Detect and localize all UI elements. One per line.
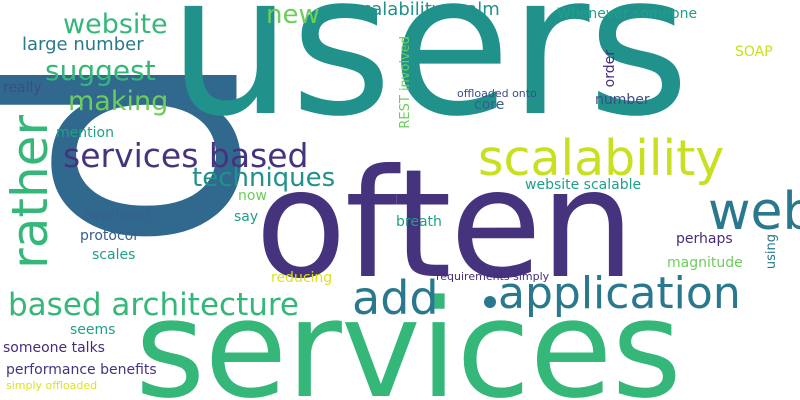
- word-suggest: suggest: [45, 54, 156, 87]
- word-rather: rather: [1, 115, 59, 269]
- word-say: say: [234, 209, 259, 225]
- word-add: add: [352, 271, 439, 325]
- word-techniques: techniques: [192, 163, 336, 193]
- word-large-number: large number: [22, 34, 144, 55]
- word-someone-talks: someone talks: [3, 340, 105, 356]
- word-rest-involved: REST involved: [398, 36, 413, 129]
- word-scalability: scalability: [478, 130, 725, 187]
- word-performance-benefits: performance benefits: [6, 362, 157, 378]
- word-application: application: [498, 268, 741, 319]
- word-really: really: [3, 80, 42, 96]
- word-services-based: services based: [63, 136, 309, 175]
- word-scales: scales: [92, 247, 136, 263]
- dot-mark: [484, 296, 496, 308]
- word-mention: mention: [56, 125, 114, 141]
- word-order: order: [602, 50, 618, 88]
- word-protocol: protocol: [80, 228, 138, 244]
- word-seems: seems: [70, 322, 116, 338]
- word-perhaps: perhaps: [676, 231, 733, 247]
- word-scalability-realm: scalability realm: [352, 0, 500, 20]
- word-magnitude: magnitude: [667, 255, 743, 271]
- word-website: website: [63, 9, 168, 40]
- word-requirements-simply: requirements simply: [436, 270, 550, 283]
- word-making: making: [68, 86, 169, 117]
- word-website-scalable: website scalable: [525, 177, 642, 193]
- word-services: services: [135, 271, 682, 400]
- word-soap: SOAP: [735, 44, 773, 60]
- word-based-architecture: based architecture: [8, 287, 300, 323]
- word-offloaded-onto: offloaded onto: [457, 87, 537, 100]
- word-new: new: [266, 0, 320, 30]
- word-reducing: reducing: [271, 270, 333, 286]
- word-breath: breath: [396, 214, 442, 230]
- word-now: now: [238, 188, 267, 204]
- word-core: core: [474, 97, 505, 113]
- word-web: web: [708, 182, 800, 242]
- word-simply-offloaded: simply offloaded: [6, 379, 98, 392]
- word-often: often: [255, 138, 635, 312]
- word-number: number: [595, 92, 650, 108]
- word-using: using: [764, 234, 779, 270]
- word-users: users: [168, 0, 690, 160]
- word-whenever-someone: Whenever someone: [557, 6, 698, 22]
- word-overhead: overhead: [84, 208, 150, 224]
